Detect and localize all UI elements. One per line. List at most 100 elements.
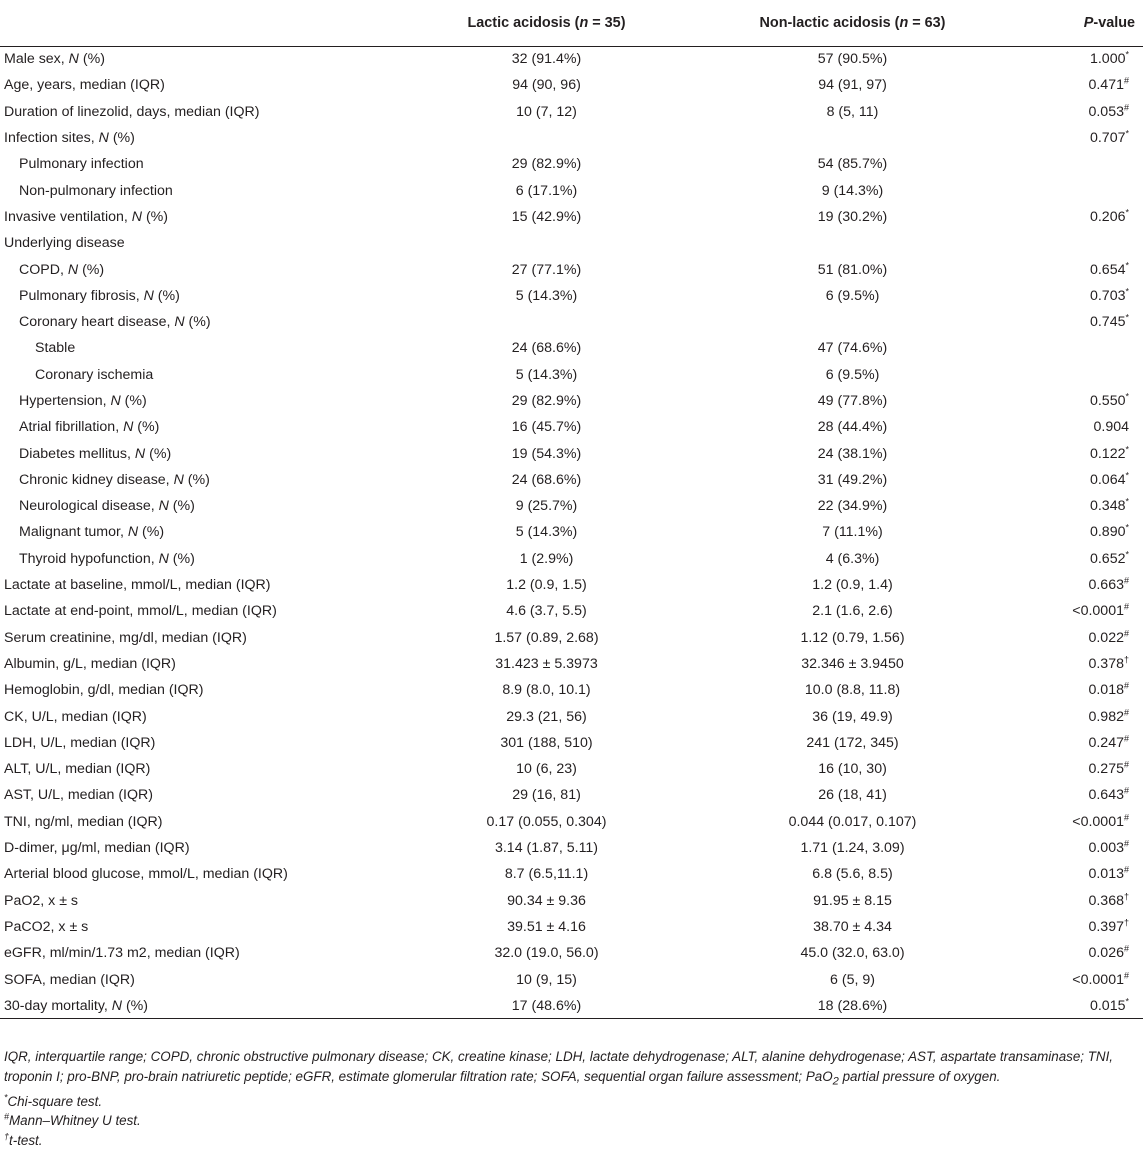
cell-p-value: 0.247# bbox=[1088, 733, 1129, 751]
table-row: Hemoglobin, g/dl, median (IQR) 8.9 (8.0, … bbox=[0, 677, 1143, 703]
header-variable bbox=[0, 0, 395, 47]
row-label: Diabetes mellitus, N (%) bbox=[19, 445, 172, 462]
cell-p-value: 0.904 bbox=[1093, 419, 1129, 436]
cell-p-value: 0.053# bbox=[1088, 102, 1129, 120]
cell-non-lactic-acidosis: 24 (38.1%) bbox=[817, 445, 888, 462]
cell-non-lactic-acidosis: 19 (30.2%) bbox=[817, 208, 888, 225]
table-row: Lactate at end-point, mmol/L, median (IQ… bbox=[0, 598, 1143, 624]
cell-p-value: 0.206* bbox=[1089, 207, 1129, 225]
table-row: Malignant tumor, N (%) 5 (14.3%) 7 (11.1%)… bbox=[0, 519, 1143, 545]
cell-p-value: 0.064* bbox=[1089, 470, 1129, 488]
table-body: Male sex, N (%) 32 (91.4%) 57 (90.5%) 1.000… bbox=[0, 46, 1143, 1020]
row-label: Male sex, N (%) bbox=[4, 51, 105, 68]
cell-lactic-acidosis: 8.9 (8.0, 10.1) bbox=[502, 682, 591, 699]
cell-p-value: 0.654* bbox=[1089, 259, 1129, 278]
cell-non-lactic-acidosis: 36 (19, 49.9) bbox=[812, 708, 893, 725]
cell-non-lactic-acidosis bbox=[698, 230, 1007, 256]
cell-lactic-acidosis: 32.0 (19.0, 56.0) bbox=[494, 945, 599, 962]
cell-lactic-acidosis: 94 (90, 96) bbox=[512, 77, 581, 94]
cell-p-value: 0.003# bbox=[1088, 838, 1129, 857]
row-label: Arterial blood glucose, mmol/L, median (… bbox=[4, 866, 288, 883]
test-marker: * bbox=[1125, 549, 1129, 560]
row-label: COPD, N (%) bbox=[19, 261, 105, 278]
header-row: Lactic acidosis (n = 35) Non-lactic acid… bbox=[0, 0, 1143, 47]
row-label: PaCO2, x ± s bbox=[4, 918, 89, 935]
cell-p-value: 0.013# bbox=[1088, 864, 1129, 883]
row-label: ALT, U/L, median (IQR) bbox=[4, 761, 151, 778]
cell-lactic-acidosis: 301 (188, 510) bbox=[500, 734, 593, 751]
table-row: Invasive ventilation, N (%) 15 (42.9%) 19 … bbox=[0, 204, 1143, 230]
test-marker: # bbox=[1123, 838, 1129, 849]
table-row: Duration of linezolid, days, median (IQR… bbox=[0, 99, 1143, 125]
test-marker: * bbox=[1125, 522, 1129, 533]
cell-p-value: 0.348* bbox=[1089, 496, 1129, 515]
cell-p-value: <0.0001# bbox=[1072, 601, 1129, 620]
cell-non-lactic-acidosis: 6 (9.5%) bbox=[825, 366, 880, 383]
test-marker: # bbox=[1123, 102, 1129, 112]
test-marker: # bbox=[1123, 864, 1129, 875]
cell-non-lactic-acidosis bbox=[698, 125, 1007, 151]
row-label: Atrial fibrillation, N (%) bbox=[19, 419, 160, 436]
row-label: D-dimer, μg/ml, median (IQR) bbox=[4, 840, 190, 857]
cell-non-lactic-acidosis bbox=[698, 309, 1007, 335]
cell-lactic-acidosis: 29 (82.9%) bbox=[511, 393, 582, 409]
cell-non-lactic-acidosis: 9 (14.3%) bbox=[821, 182, 884, 199]
row-label: Non-pulmonary infection bbox=[19, 182, 173, 199]
cell-lactic-acidosis: 29 (82.9%) bbox=[511, 156, 582, 173]
cell-p-value: 0.378† bbox=[1088, 654, 1129, 672]
cell-non-lactic-acidosis: 4 (6.3%) bbox=[825, 550, 880, 567]
cell-p-value bbox=[1007, 177, 1143, 203]
cell-non-lactic-acidosis: 49 (77.8%) bbox=[817, 393, 888, 409]
row-label: Age, years, median (IQR) bbox=[4, 77, 165, 94]
footnote-mann-whitney: #Mann–Whitney U test. bbox=[4, 1111, 141, 1129]
cell-lactic-acidosis: 31.423 ± 5.3973 bbox=[495, 655, 598, 672]
cell-non-lactic-acidosis: 10.0 (8.8, 11.8) bbox=[804, 682, 901, 699]
cell-p-value bbox=[1007, 151, 1143, 177]
row-label: 30-day mortality, N (%) bbox=[0, 992, 395, 1020]
row-label: AST, U/L, median (IQR) bbox=[4, 787, 154, 804]
test-marker: * bbox=[1125, 995, 1129, 1006]
table-row: Male sex, N (%) 32 (91.4%) 57 (90.5%) 1.000… bbox=[0, 46, 1143, 72]
table-row: Lactate at baseline, mmol/L, median (IQR… bbox=[0, 572, 1143, 598]
cell-non-lactic-acidosis: 6.8 (5.6, 8.5) bbox=[812, 866, 893, 883]
row-label: SOFA, median (IQR) bbox=[4, 971, 135, 988]
cell-non-lactic-acidosis: 57 (90.5%) bbox=[817, 51, 888, 68]
cell-non-lactic-acidosis: 18 (28.6%) bbox=[698, 992, 1007, 1020]
cell-p-value: 0.550* bbox=[1089, 391, 1129, 409]
cell-p-value: 0.018# bbox=[1088, 680, 1129, 699]
test-marker: # bbox=[1123, 75, 1129, 86]
table-row: Albumin, g/L, median (IQR) 31.423 ± 5.397… bbox=[0, 651, 1143, 677]
test-marker: # bbox=[1123, 601, 1129, 612]
cell-p-value: 0.368† bbox=[1088, 890, 1129, 909]
cell-p-value: <0.0001# bbox=[1072, 812, 1129, 830]
row-label: eGFR, ml/min/1.73 m2, median (IQR) bbox=[4, 945, 240, 962]
test-marker: * bbox=[1125, 496, 1129, 507]
cell-lactic-acidosis: 29.3 (21, 56) bbox=[506, 708, 587, 725]
cell-non-lactic-acidosis: 7 (11.1%) bbox=[822, 524, 883, 541]
row-label: Chronic kidney disease, N (%) bbox=[19, 471, 210, 488]
table-row: Coronary heart disease, N (%) 0.745* bbox=[0, 309, 1143, 335]
cell-lactic-acidosis bbox=[395, 309, 698, 335]
cell-p-value: 0.022# bbox=[1088, 627, 1129, 646]
cell-lactic-acidosis: 17 (48.6%) bbox=[395, 992, 698, 1020]
row-label: Malignant tumor, N (%) bbox=[19, 524, 165, 541]
cell-non-lactic-acidosis: 2.1 (1.6, 2.6) bbox=[812, 603, 893, 620]
table-row: Coronary ischemia 5 (14.3%) 6 (9.5%) bbox=[0, 362, 1143, 388]
test-marker: # bbox=[1123, 706, 1129, 717]
test-marker: † bbox=[1123, 654, 1129, 665]
row-label: Lactate at end-point, mmol/L, median (IQ… bbox=[4, 603, 277, 620]
cell-non-lactic-acidosis: 51 (81.0%) bbox=[817, 261, 888, 278]
cell-non-lactic-acidosis: 45.0 (32.0, 63.0) bbox=[800, 945, 905, 962]
row-label: Coronary heart disease, N (%) bbox=[19, 314, 211, 331]
cell-non-lactic-acidosis: 6 (9.5%) bbox=[825, 287, 880, 304]
cell-non-lactic-acidosis: 1.71 (1.24, 3.09) bbox=[800, 840, 905, 857]
row-label: Underlying disease bbox=[4, 235, 125, 252]
table-row: Age, years, median (IQR) 94 (90, 96) 94 (9… bbox=[0, 72, 1143, 98]
cell-non-lactic-acidosis: 8 (5, 11) bbox=[826, 103, 879, 120]
cell-non-lactic-acidosis: 54 (85.7%) bbox=[817, 156, 888, 173]
row-label: Lactate at baseline, mmol/L, median (IQR… bbox=[4, 577, 271, 594]
cell-lactic-acidosis: 5 (14.3%) bbox=[515, 524, 578, 541]
row-label: TNI, ng/ml, median (IQR) bbox=[4, 813, 163, 830]
cell-lactic-acidosis: 10 (9, 15) bbox=[516, 971, 577, 988]
